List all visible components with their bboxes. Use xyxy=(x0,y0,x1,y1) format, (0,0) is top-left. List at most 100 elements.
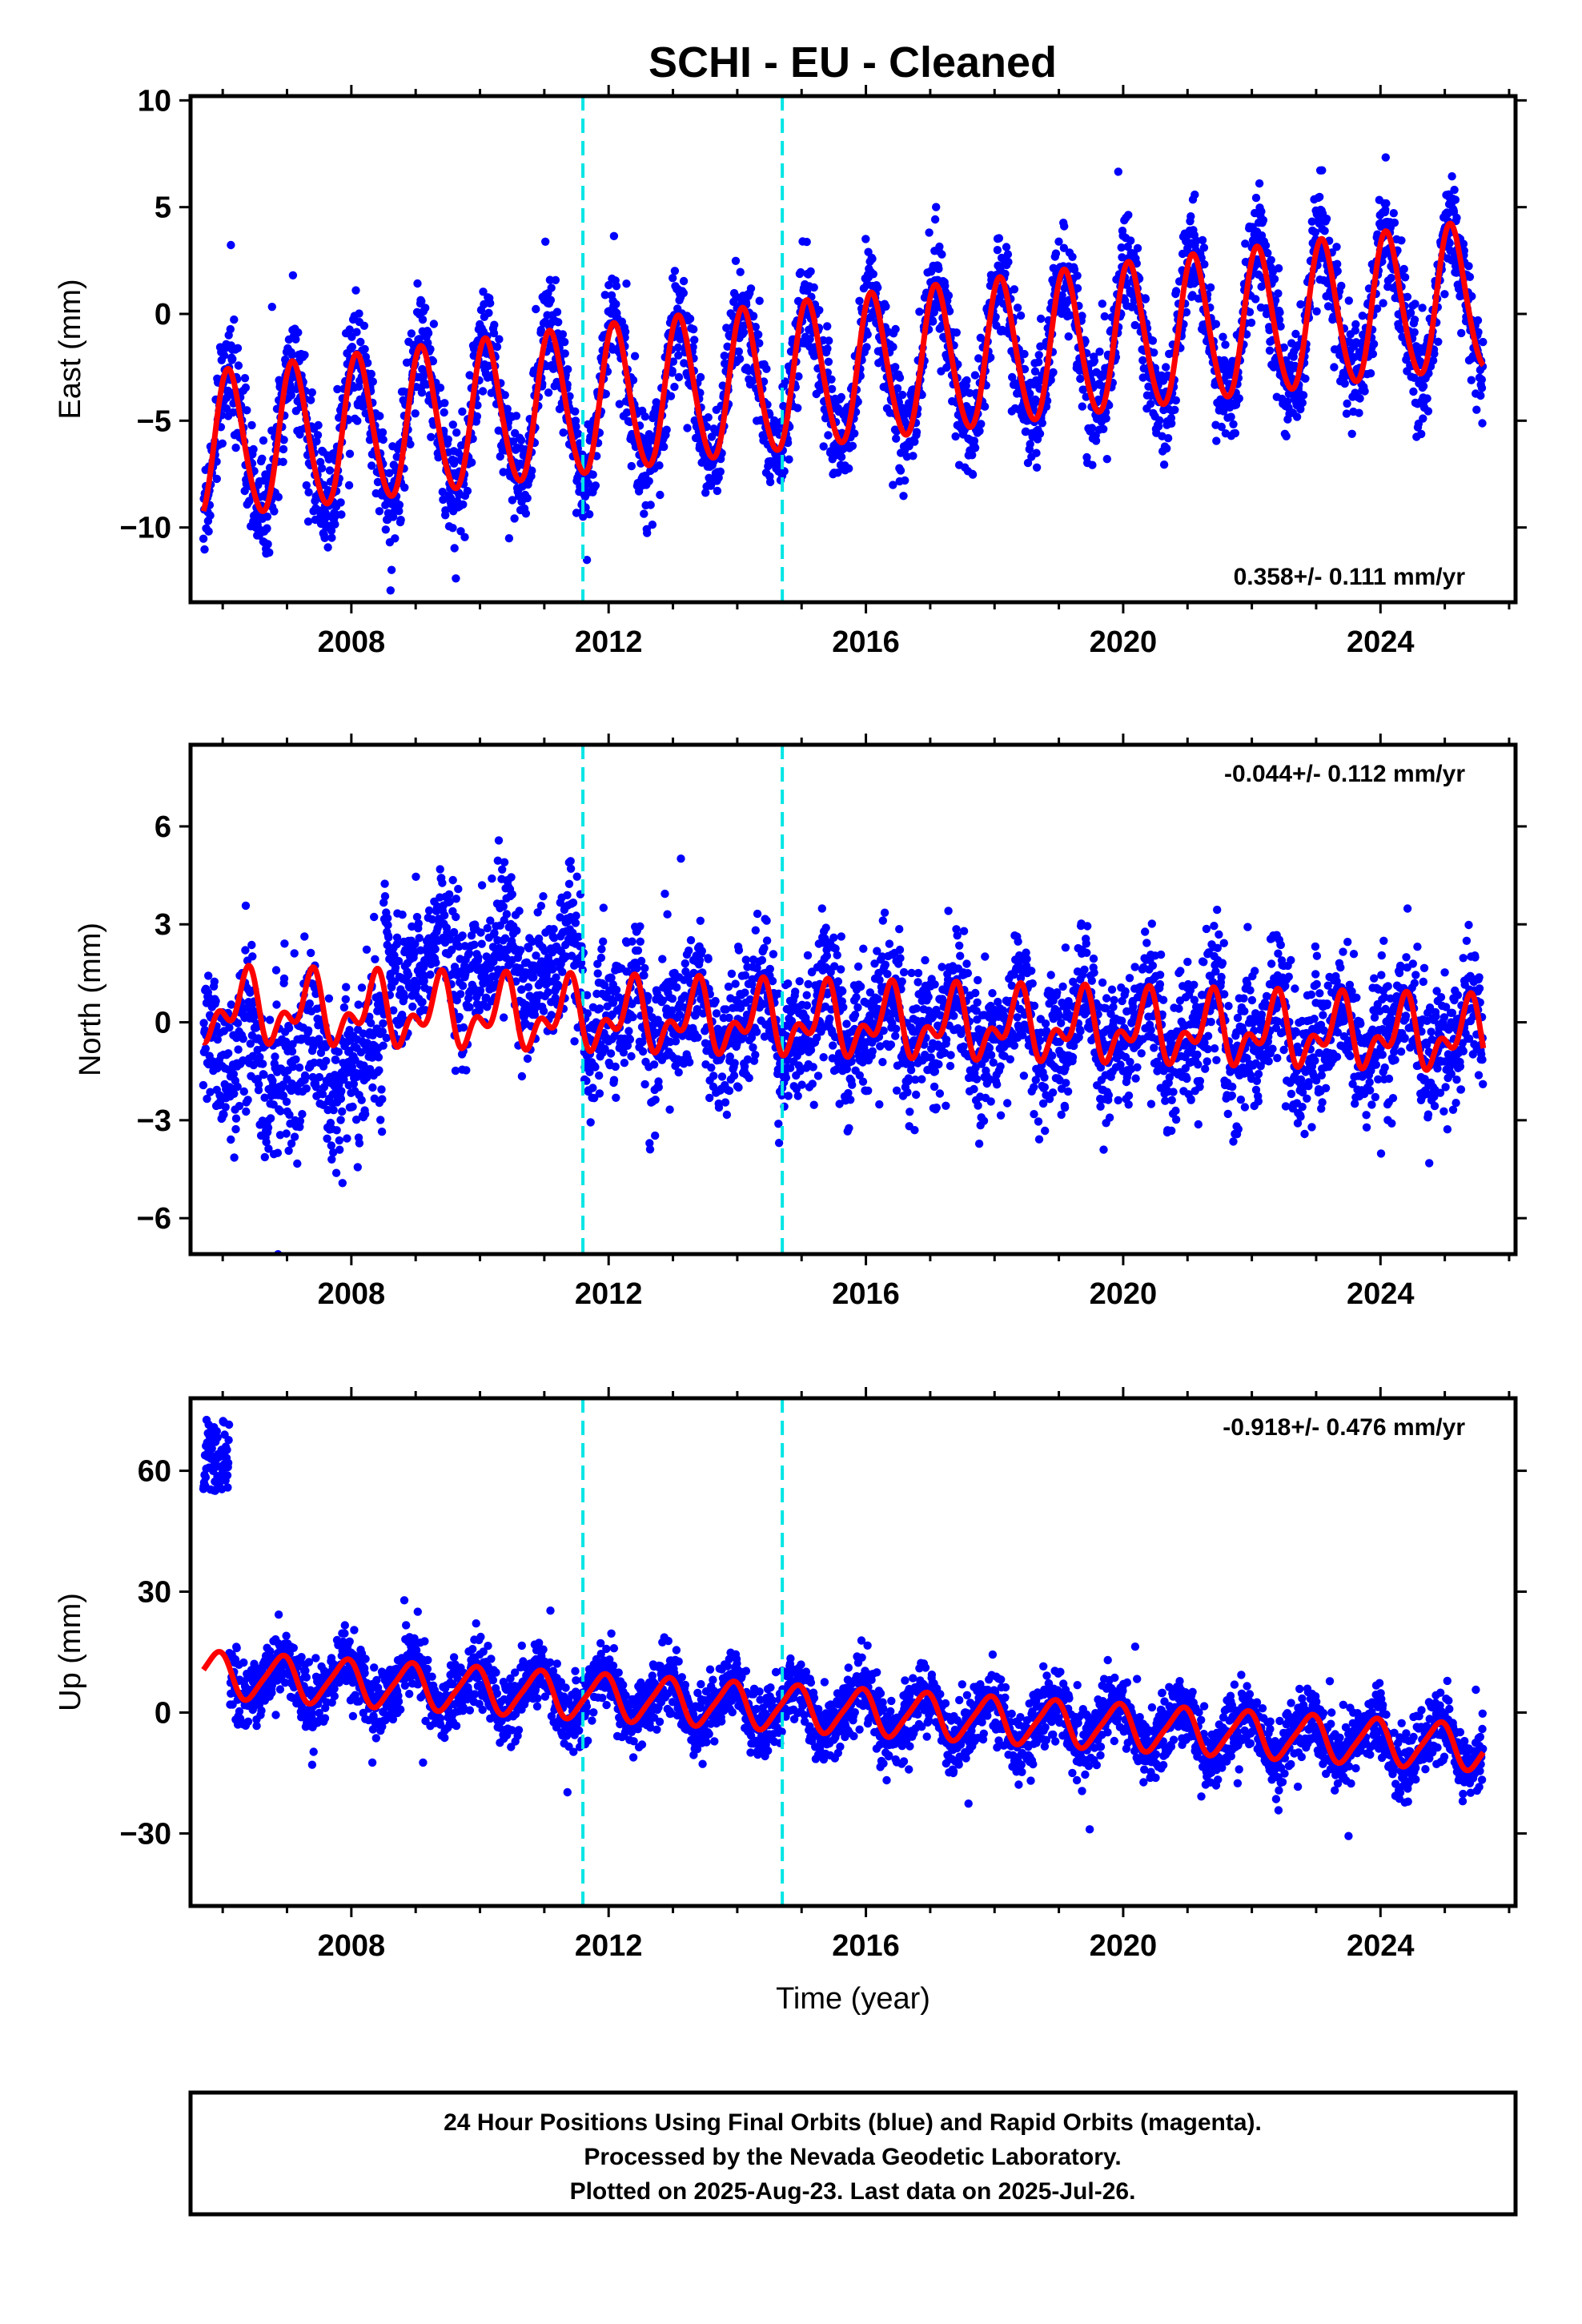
data-point xyxy=(248,952,257,961)
data-point xyxy=(636,937,644,947)
data-point xyxy=(386,586,395,595)
data-point xyxy=(595,1089,604,1098)
data-point xyxy=(356,337,365,347)
data-point xyxy=(1126,236,1135,245)
data-point xyxy=(476,986,485,995)
data-point xyxy=(233,344,243,352)
data-point xyxy=(994,234,1004,243)
data-point xyxy=(1212,436,1221,445)
data-point xyxy=(1141,295,1150,304)
data-point xyxy=(628,376,638,384)
data-point xyxy=(723,342,732,351)
data-point xyxy=(1390,218,1399,227)
data-point xyxy=(735,355,745,364)
data-point xyxy=(524,983,533,991)
data-point xyxy=(508,437,518,446)
data-point xyxy=(1016,311,1026,320)
data-point xyxy=(298,1110,307,1119)
data-point xyxy=(360,344,369,354)
data-point xyxy=(361,1110,370,1119)
data-point xyxy=(359,321,369,330)
data-point xyxy=(417,388,427,397)
x-tick-label: 2008 xyxy=(318,625,386,659)
data-point xyxy=(1337,281,1346,291)
data-point xyxy=(755,339,764,348)
data-point xyxy=(636,956,646,966)
data-point xyxy=(716,467,725,476)
data-point xyxy=(230,1089,239,1099)
data-point xyxy=(204,527,213,536)
data-point xyxy=(685,314,695,324)
data-point xyxy=(731,256,741,265)
data-point xyxy=(536,902,546,911)
data-point xyxy=(227,240,235,250)
data-point xyxy=(622,279,631,288)
data-point xyxy=(1369,340,1379,348)
data-point xyxy=(1010,285,1019,294)
data-point xyxy=(1382,199,1391,208)
data-point xyxy=(249,444,258,454)
data-point xyxy=(850,429,859,438)
data-point xyxy=(199,1080,208,1090)
data-point xyxy=(1330,363,1339,372)
data-point xyxy=(272,1000,281,1009)
data-point xyxy=(628,1012,637,1022)
data-point xyxy=(934,264,943,273)
data-point xyxy=(199,1019,208,1027)
data-point xyxy=(448,420,457,429)
data-point xyxy=(755,296,764,305)
data-point xyxy=(352,328,361,336)
data-point xyxy=(270,507,279,516)
data-point xyxy=(458,981,468,991)
data-point xyxy=(483,923,492,933)
data-point xyxy=(736,267,745,276)
data-point xyxy=(951,432,960,441)
data-point xyxy=(200,545,209,554)
data-point xyxy=(379,435,387,444)
data-point xyxy=(544,388,553,397)
data-point xyxy=(609,1076,619,1084)
data-point xyxy=(498,865,507,875)
data-point xyxy=(668,366,677,376)
data-point xyxy=(271,966,281,975)
data-point xyxy=(327,1141,335,1150)
data-point xyxy=(1418,304,1427,312)
data-point xyxy=(472,412,482,421)
data-point xyxy=(343,1134,351,1143)
y-tick-label: −5 xyxy=(137,404,171,438)
data-point xyxy=(612,282,621,291)
data-point xyxy=(611,1062,620,1072)
data-point xyxy=(1133,243,1142,253)
data-point xyxy=(548,965,557,974)
data-point xyxy=(827,375,836,384)
data-point xyxy=(930,215,940,224)
data-point xyxy=(945,307,954,316)
data-point xyxy=(241,383,251,392)
data-point xyxy=(683,424,692,432)
data-point xyxy=(508,890,516,899)
data-point xyxy=(456,990,465,999)
data-point xyxy=(1102,455,1112,464)
data-point xyxy=(1355,394,1364,403)
data-point xyxy=(500,391,509,400)
data-point xyxy=(674,351,683,360)
data-point xyxy=(1451,195,1460,204)
data-point xyxy=(655,461,664,470)
data-point xyxy=(1464,262,1473,271)
data-point xyxy=(231,1114,241,1123)
data-point xyxy=(1478,419,1487,428)
data-point xyxy=(1379,299,1387,308)
data-point xyxy=(1030,367,1040,376)
data-point xyxy=(342,983,351,991)
x-tick-label: 2016 xyxy=(832,625,900,659)
data-point xyxy=(893,384,902,393)
data-point xyxy=(1332,243,1341,251)
data-point xyxy=(649,1060,659,1069)
data-point xyxy=(230,315,239,324)
data-point xyxy=(421,304,430,312)
data-point xyxy=(1292,412,1302,421)
data-point xyxy=(1282,432,1291,440)
data-point xyxy=(1221,340,1230,349)
data-point xyxy=(444,435,452,444)
